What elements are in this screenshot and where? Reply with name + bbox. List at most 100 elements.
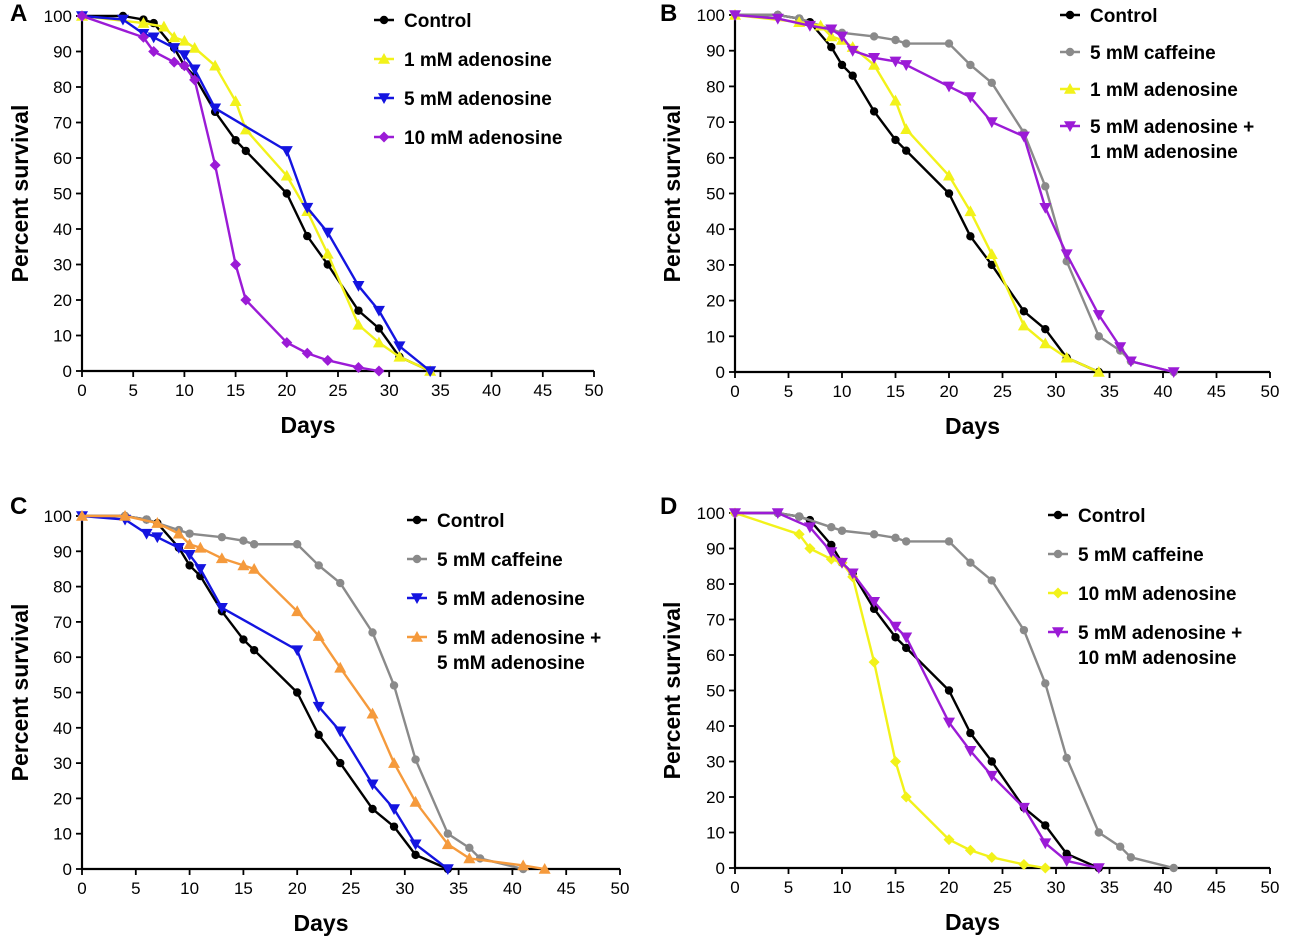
y-tick-label: 10 [706,327,725,346]
data-point [388,757,401,768]
data-point [178,34,191,46]
data-point [314,561,323,570]
series-1-mm-adenosine [76,10,437,376]
data-point [151,532,164,544]
y-tick-label: 10 [53,825,72,844]
data-point [321,247,334,259]
panel-letter-c: C [10,493,27,520]
data-point [900,632,913,644]
x-tick-label: 20 [940,878,959,897]
y-tick-label: 20 [706,292,725,311]
x-tick-label: 50 [611,879,630,898]
legend-marker [378,53,390,64]
data-point [869,530,879,539]
data-point [987,78,996,88]
data-point [183,550,196,561]
data-point [1126,853,1136,862]
legend-label: 5 mM caffeine [1078,545,1204,566]
data-point [441,864,454,875]
series-5-mm-adenosine-1-mm-adenosine [729,10,1180,378]
data-point [411,850,420,860]
data-point [388,804,401,815]
x-tick-label: 50 [1261,382,1280,401]
series-5-mm-caffeine [730,10,1178,377]
y-tick-label: 30 [706,256,725,275]
x-tick-label: 30 [380,381,399,400]
data-point [1169,863,1178,873]
y-tick-label: 20 [706,788,725,807]
data-point [1060,249,1073,261]
legend-marker [412,515,422,525]
data-point [441,838,454,850]
data-point [1041,182,1050,191]
y-tick-label: 50 [53,185,72,204]
data-point [185,561,194,570]
data-point [868,58,881,70]
data-point [443,829,453,838]
legend-entry: 5 mM caffeine [1048,545,1204,566]
series-line [735,511,1100,870]
x-tick-label: 10 [180,879,199,898]
data-point [943,81,955,93]
data-point [336,578,345,588]
data-point [1039,202,1052,214]
legend-marker [1064,121,1076,132]
data-point [148,46,160,57]
y-tick-label: 20 [53,291,72,310]
x-tick-label: 15 [234,879,253,898]
x-axis-title: Days [945,413,1000,439]
data-point [116,14,129,26]
series-line [735,511,1174,870]
data-point [76,510,88,521]
legend-entry: 5 mM adenosine [374,89,552,110]
data-point [209,159,221,171]
data-point [194,541,207,553]
legend-marker [379,15,389,25]
data-point [1039,337,1052,349]
legend-marker [411,593,423,604]
data-point [1092,310,1105,321]
data-point [140,528,153,540]
x-tick-label: 40 [482,381,501,400]
panel-letter-a: A [10,0,27,27]
data-point [944,189,954,198]
y-axis-title: Percent survival [659,105,685,283]
data-point [827,540,836,550]
data-point [900,791,912,803]
series-line [82,514,524,871]
data-point [231,136,240,145]
series-5-mm-adenosine-5-mm-adenosine [76,510,551,874]
x-tick-label: 45 [1207,878,1226,897]
data-point [1041,821,1050,830]
data-point [771,508,784,519]
x-tick-label: 25 [329,381,348,400]
data-point [188,64,201,76]
x-tick-label: 15 [886,878,905,897]
legend-marker [1053,549,1063,559]
data-point [943,717,955,729]
legend-entry: 5 mM caffeine [407,550,563,571]
data-point [1018,858,1030,870]
data-point [393,341,406,353]
legend-label-line2: 5 mM adenosine [437,653,585,674]
legend-marker [1052,587,1064,599]
data-point [183,538,196,550]
x-tick-label: 25 [993,878,1012,897]
data-point [902,537,911,546]
data-point [312,630,325,641]
legend-label: Control [1090,6,1158,27]
data-point [891,533,900,543]
legend-label: 10 mM adenosine [1078,584,1236,605]
data-point [1167,367,1180,378]
legend-marker [411,631,423,642]
legend-marker [1064,83,1076,94]
series-line [734,13,1100,374]
data-point [1092,863,1105,874]
x-tick-label: 0 [730,878,739,897]
data-point [944,537,954,546]
x-tick-label: 20 [940,382,959,401]
legend-marker [378,93,390,104]
series-line [735,13,1100,374]
y-tick-label: 70 [53,114,72,133]
